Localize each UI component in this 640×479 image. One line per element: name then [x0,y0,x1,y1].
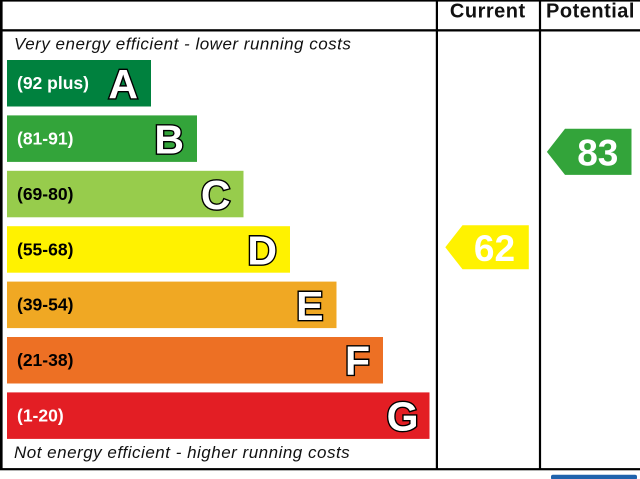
svg-text:G: G [387,394,419,440]
svg-text:62: 62 [474,228,515,269]
svg-text:Very energy efficient - lower: Very energy efficient - lower running co… [14,35,351,54]
svg-text:Not energy efficient - higher: Not energy efficient - higher running co… [14,443,350,462]
svg-text:E: E [296,283,323,329]
svg-text:A: A [108,61,138,107]
svg-text:F: F [345,338,370,384]
svg-text:Current: Current [450,0,526,22]
svg-text:(39-54): (39-54) [17,295,73,315]
svg-text:Potential: Potential [546,0,635,22]
svg-text:83: 83 [577,132,618,173]
svg-text:(69-80): (69-80) [17,184,73,204]
svg-text:D: D [247,227,277,273]
svg-text:(92 plus): (92 plus) [17,73,89,93]
svg-text:(21-38): (21-38) [17,350,73,370]
svg-text:C: C [201,172,231,218]
svg-text:B: B [154,117,184,163]
svg-text:(81-91): (81-91) [17,129,73,149]
svg-text:(55-68): (55-68) [17,239,73,259]
svg-text:(1-20): (1-20) [17,406,64,426]
